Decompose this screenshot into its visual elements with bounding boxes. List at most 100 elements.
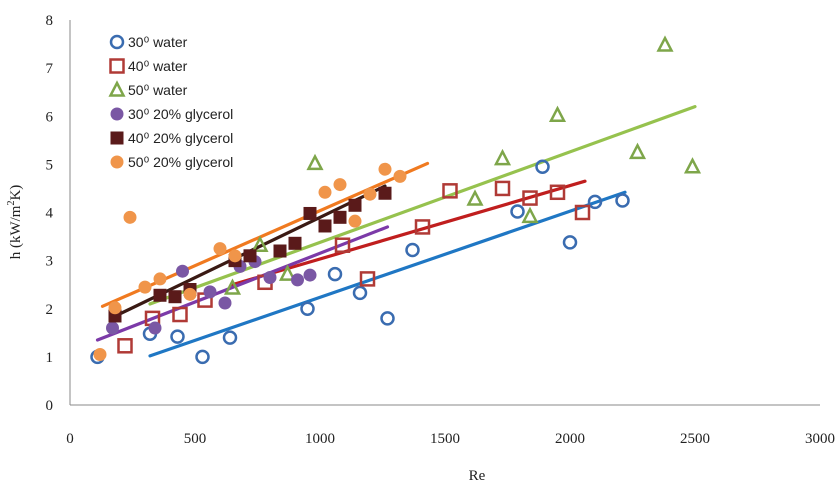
data-point-series-4 <box>203 285 217 299</box>
y-tick-label: 2 <box>46 302 54 318</box>
data-point-series-2 <box>494 180 511 197</box>
data-point-series-5 <box>153 288 167 302</box>
data-point-series-2 <box>414 219 431 235</box>
legend-marker-series-4 <box>110 107 124 121</box>
data-point-series-1 <box>222 330 238 345</box>
x-tick-label: 2000 <box>555 431 585 447</box>
data-point-series-6 <box>363 187 377 201</box>
trendline-series-6 <box>100 161 430 308</box>
data-point-series-2 <box>172 306 188 323</box>
data-point-series-2 <box>359 271 376 287</box>
data-point-series-5 <box>273 244 287 258</box>
x-axis-label: Re <box>469 468 486 484</box>
data-point-series-2 <box>334 237 351 253</box>
data-point-series-1 <box>300 301 315 316</box>
data-point-series-6 <box>183 287 197 301</box>
y-tick-label: 0 <box>46 398 54 414</box>
data-point-series-3 <box>521 206 539 224</box>
legend-marker-series-5 <box>110 131 124 145</box>
legend-marker-series-3 <box>108 80 126 97</box>
data-point-series-3 <box>251 235 269 252</box>
data-point-series-6 <box>348 214 362 228</box>
data-point-series-1 <box>615 193 630 208</box>
data-point-series-6 <box>123 210 137 224</box>
data-point-series-2 <box>549 184 566 201</box>
data-point-series-5 <box>168 290 182 304</box>
data-point-series-5 <box>333 210 347 224</box>
data-point-series-5 <box>288 236 302 250</box>
data-point-series-1 <box>352 285 368 301</box>
data-point-series-1 <box>510 204 525 219</box>
data-point-series-2 <box>442 183 458 199</box>
y-tick-label: 1 <box>46 350 54 366</box>
data-point-series-5 <box>378 186 392 200</box>
data-point-series-3 <box>493 148 512 166</box>
data-point-series-3 <box>628 142 647 160</box>
data-point-series-1 <box>587 194 603 210</box>
data-point-series-3 <box>223 278 242 295</box>
y-tick-label: 6 <box>46 109 54 125</box>
data-point-series-1 <box>535 159 550 175</box>
data-point-series-1 <box>170 329 185 344</box>
trendline-series-2 <box>230 179 587 287</box>
data-point-series-3 <box>683 157 702 174</box>
legend-label-series-1: 30⁰ water <box>128 34 188 50</box>
y-tick-label: 3 <box>46 254 54 270</box>
legend-label-series-3: 50⁰ water <box>128 82 188 98</box>
data-point-series-3 <box>656 35 674 52</box>
data-point-series-1 <box>195 349 210 365</box>
y-axis-label: h (kW/m2K) <box>6 185 24 260</box>
legend-label-series-6: 50⁰ 20% glycerol <box>128 154 233 170</box>
data-point-series-1 <box>405 242 420 258</box>
data-point-series-1 <box>380 311 395 326</box>
data-point-series-5 <box>303 206 317 220</box>
data-point-series-6 <box>93 347 107 361</box>
data-point-series-4 <box>291 273 304 287</box>
data-point-series-3 <box>278 264 297 281</box>
data-point-series-4 <box>218 296 232 310</box>
data-point-series-5 <box>243 249 257 263</box>
data-point-series-2 <box>522 190 538 206</box>
data-point-series-2 <box>117 338 133 354</box>
data-point-series-6 <box>393 169 407 183</box>
x-tick-label: 2500 <box>680 431 710 447</box>
data-point-series-6 <box>213 242 227 256</box>
data-point-series-2 <box>574 204 591 221</box>
legend-label-series-5: 40⁰ 20% glycerol <box>128 130 233 146</box>
data-point-series-4 <box>106 321 119 335</box>
data-point-series-3 <box>548 105 567 123</box>
data-point-series-1 <box>327 266 343 282</box>
data-point-series-6 <box>318 185 332 199</box>
legend-marker-series-2 <box>109 58 125 74</box>
x-tick-label: 3000 <box>805 431 835 447</box>
y-tick-label: 8 <box>46 13 54 29</box>
data-point-series-4 <box>263 270 277 284</box>
data-point-series-6 <box>138 280 152 294</box>
y-tick-label: 4 <box>46 206 54 222</box>
x-tick-label: 500 <box>184 431 207 447</box>
legend-marker-series-6 <box>110 155 124 169</box>
x-tick-label: 1500 <box>430 431 460 447</box>
data-point-series-6 <box>228 249 242 263</box>
data-point-series-1 <box>562 235 578 250</box>
data-point-series-6 <box>153 272 167 286</box>
data-point-series-4 <box>176 264 189 278</box>
data-point-series-4 <box>303 268 317 282</box>
data-point-series-3 <box>466 189 484 206</box>
y-tick-label: 5 <box>46 157 54 173</box>
legend-label-series-4: 30⁰ 20% glycerol <box>128 106 233 122</box>
data-point-series-6 <box>378 162 392 176</box>
x-tick-label: 0 <box>66 431 74 447</box>
data-point-series-5 <box>348 198 362 212</box>
data-point-series-5 <box>318 219 332 233</box>
data-point-series-6 <box>333 178 347 192</box>
x-tick-label: 1000 <box>305 431 335 447</box>
data-point-series-6 <box>108 301 122 315</box>
y-tick-label: 7 <box>46 61 54 77</box>
legend-label-series-2: 40⁰ water <box>128 58 188 74</box>
data-point-series-4 <box>148 321 162 335</box>
data-point-series-3 <box>306 153 324 171</box>
legend-marker-series-1 <box>109 34 125 50</box>
